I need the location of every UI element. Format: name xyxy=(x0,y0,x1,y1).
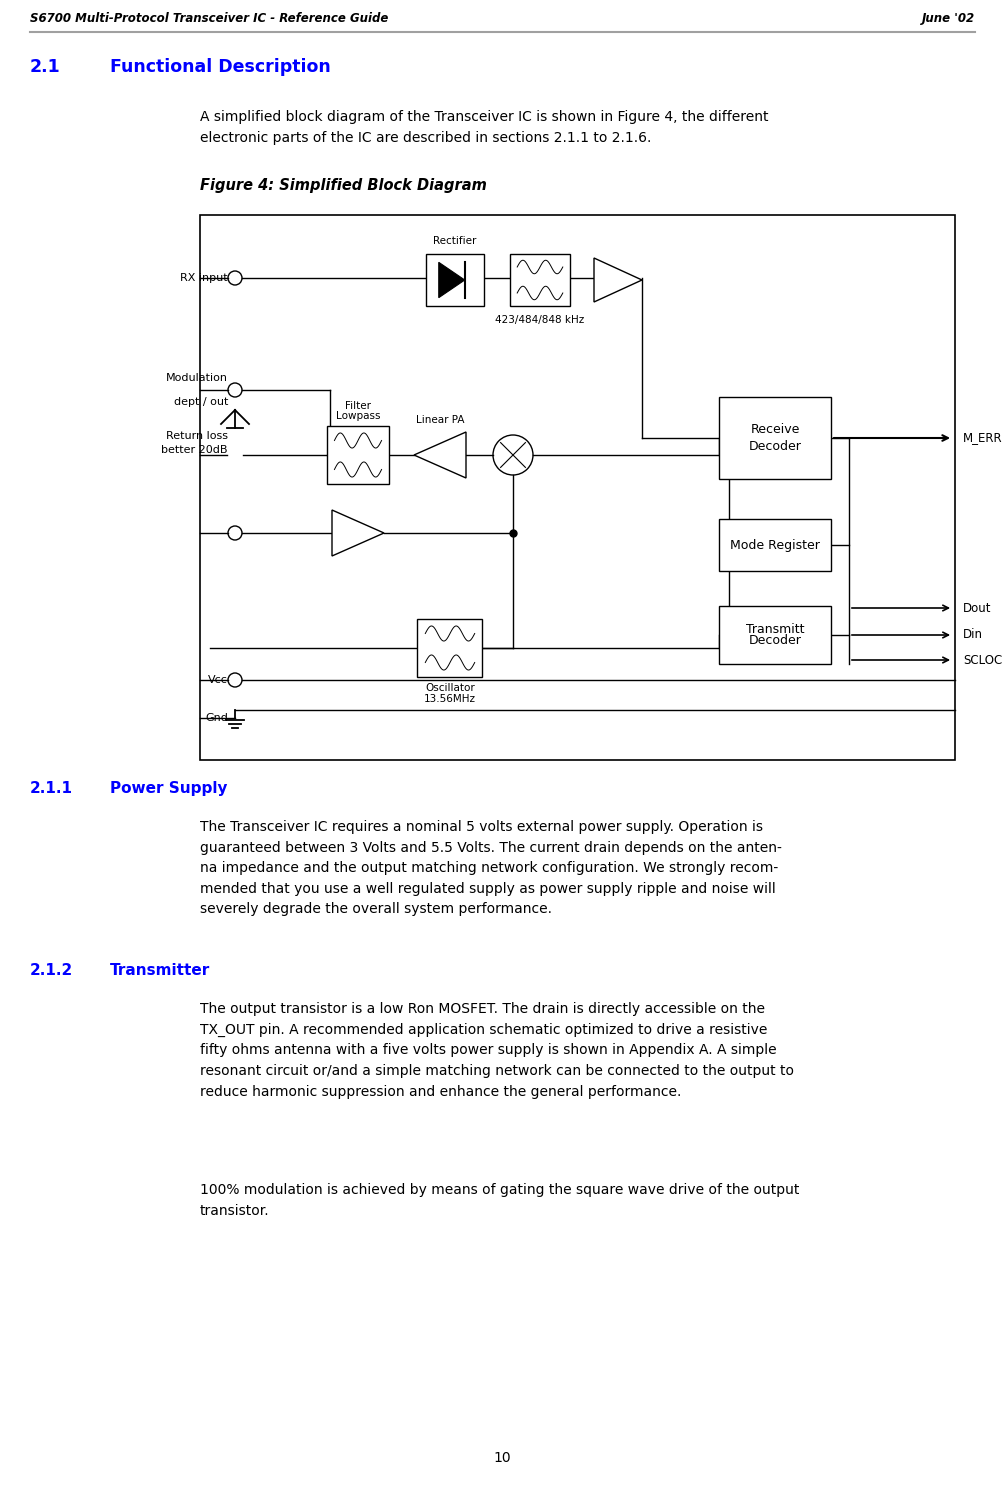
Text: Mode Register: Mode Register xyxy=(729,538,819,551)
Text: Power Supply: Power Supply xyxy=(110,782,228,796)
Text: Functional Description: Functional Description xyxy=(110,58,330,76)
Bar xyxy=(718,519,830,571)
Text: Return loss: Return loss xyxy=(165,431,228,441)
Polygon shape xyxy=(594,259,641,302)
Bar xyxy=(417,620,482,678)
Text: 10: 10 xyxy=(492,1450,511,1465)
Text: Lowpass: Lowpass xyxy=(335,412,380,421)
Text: A simplified block diagram of the Transceiver IC is shown in Figure 4, the diffe: A simplified block diagram of the Transc… xyxy=(200,110,767,144)
Text: 423/484/848 kHz: 423/484/848 kHz xyxy=(494,315,584,325)
Text: The output transistor is a low Ron MOSFET. The drain is directly accessible on t: The output transistor is a low Ron MOSFE… xyxy=(200,1002,793,1098)
Bar xyxy=(425,254,483,306)
Polygon shape xyxy=(438,263,464,297)
Text: S6700 Multi-Protocol Transceiver IC - Reference Guide: S6700 Multi-Protocol Transceiver IC - Re… xyxy=(30,12,388,25)
Polygon shape xyxy=(413,432,465,478)
Text: Decoder: Decoder xyxy=(748,635,800,648)
Text: Transmitter: Transmitter xyxy=(110,963,210,978)
Bar xyxy=(718,606,830,664)
Text: 2.1: 2.1 xyxy=(30,58,61,76)
Text: Din: Din xyxy=(962,629,982,642)
Text: Receive: Receive xyxy=(749,424,799,437)
Text: 100% modulation is achieved by means of gating the square wave drive of the outp: 100% modulation is achieved by means of … xyxy=(200,1183,798,1217)
Text: RX input: RX input xyxy=(181,273,228,282)
Text: Linear PA: Linear PA xyxy=(415,415,463,425)
Polygon shape xyxy=(332,510,383,556)
Bar xyxy=(200,215,954,759)
Text: SCLOCK: SCLOCK xyxy=(962,654,1003,667)
Text: Decoder: Decoder xyxy=(748,440,800,453)
Text: Dout: Dout xyxy=(962,602,991,615)
Bar xyxy=(510,254,570,306)
Text: Oscillator: Oscillator xyxy=(424,684,474,692)
Text: Figure 4: Simplified Block Diagram: Figure 4: Simplified Block Diagram xyxy=(200,178,486,193)
Text: better 20dB: better 20dB xyxy=(161,444,228,455)
Text: M_ERR: M_ERR xyxy=(962,431,1002,444)
Text: Vcc: Vcc xyxy=(208,675,228,685)
Text: Modulation: Modulation xyxy=(165,373,228,383)
Text: Rectifier: Rectifier xyxy=(433,236,476,247)
Text: 2.1.1: 2.1.1 xyxy=(30,782,73,796)
Text: June '02: June '02 xyxy=(921,12,974,25)
Text: dept / out: dept / out xyxy=(174,397,228,407)
Bar xyxy=(718,397,830,478)
Text: Gnd: Gnd xyxy=(205,713,228,724)
Text: Filter: Filter xyxy=(345,401,371,412)
Text: Transmitt: Transmitt xyxy=(745,623,803,636)
Bar xyxy=(327,426,388,484)
Text: 2.1.2: 2.1.2 xyxy=(30,963,73,978)
Text: 13.56MHz: 13.56MHz xyxy=(423,694,475,704)
Text: The Transceiver IC requires a nominal 5 volts external power supply. Operation i: The Transceiver IC requires a nominal 5 … xyxy=(200,820,781,917)
